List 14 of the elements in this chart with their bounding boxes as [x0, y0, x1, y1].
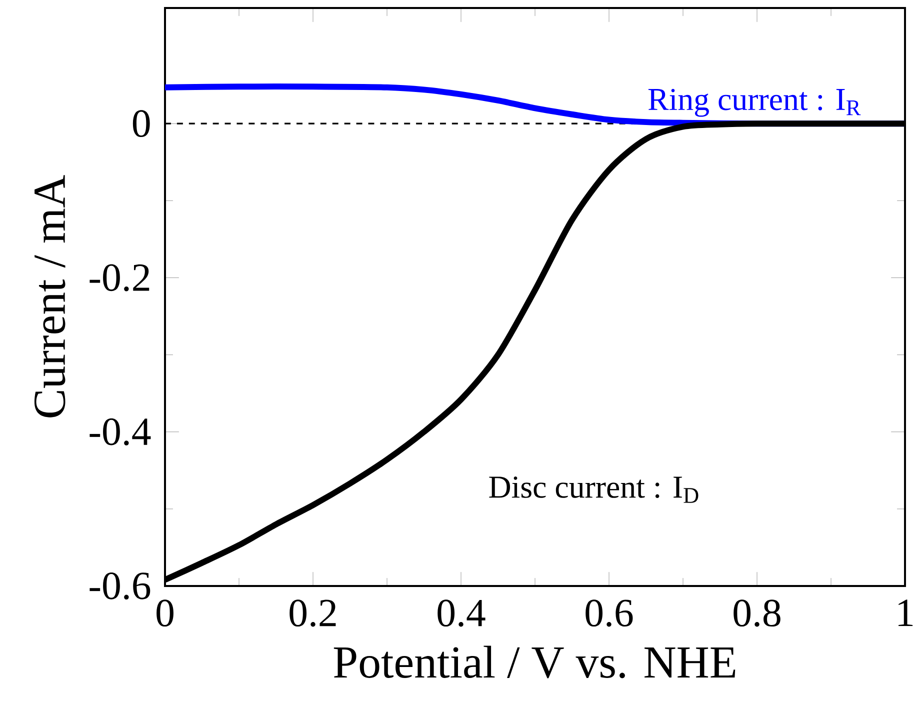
x-tick-label: 0.8 — [734, 600, 780, 627]
x-axis-title: Potential / V vs. NHE — [334, 646, 736, 678]
x-tick-label: 1 — [898, 600, 913, 626]
x-tick-label: 0.2 — [290, 600, 336, 627]
x-tick-label: 0.4 — [438, 600, 486, 627]
series-label: Ring current : I$_{R}$ — [648, 88, 861, 117]
y-tick-label: -0.4 — [90, 418, 151, 446]
x-tick-label: 0.6 — [586, 600, 633, 627]
y-tick-label: 0 — [132, 110, 150, 138]
text: Disc current : I$_{D}$ — [489, 476, 698, 503]
y-tick-label: -0.6 — [90, 572, 150, 600]
x-tick-label: 0 — [156, 600, 174, 627]
y-axis-title: Current / mA — [34, 175, 66, 418]
y-tick-label: -0.2 — [90, 264, 150, 292]
